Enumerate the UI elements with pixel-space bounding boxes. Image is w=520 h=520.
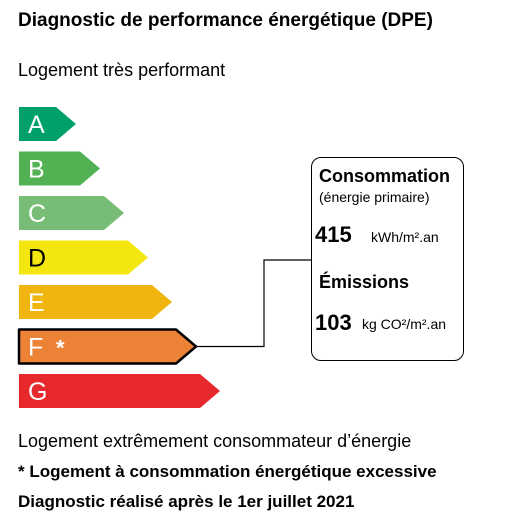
consumption-subtitle: (énergie primaire) bbox=[319, 189, 430, 205]
scale-bottom-label: Logement extrêmement consommateur d’éner… bbox=[18, 431, 412, 451]
dpe-class-g-letter: G bbox=[28, 378, 47, 406]
emissions-title: Émissions bbox=[319, 272, 410, 292]
connector-line bbox=[196, 259, 311, 348]
excessive-consumption-footnote: * Logement à consommation énergétique ex… bbox=[18, 462, 437, 481]
dpe-class-f-bar bbox=[17, 328, 198, 365]
dpe-class-a-letter: A bbox=[28, 111, 45, 139]
selected-class-marker: * bbox=[56, 336, 65, 361]
dpe-class-a-bar bbox=[19, 107, 76, 141]
dpe-class-f-letter: F bbox=[28, 334, 43, 362]
scale-top-label: Logement très performant bbox=[18, 60, 226, 80]
dpe-class-g-bar bbox=[19, 374, 220, 408]
consumption-unit: kWh/m².an bbox=[371, 229, 439, 245]
dpe-class-c-letter: C bbox=[28, 200, 46, 228]
emissions-unit: kg CO²/m².an bbox=[362, 316, 447, 332]
diagnostic-date-note: Diagnostic réalisé après le 1er juillet … bbox=[18, 492, 355, 511]
dpe-class-b-letter: B bbox=[28, 156, 45, 184]
emissions-value: 103 bbox=[315, 310, 352, 335]
dpe-class-d-bar bbox=[19, 240, 148, 275]
dpe-class-c-bar bbox=[19, 196, 124, 230]
consumption-title: Consommation bbox=[319, 166, 451, 186]
dpe-class-d-letter: D bbox=[28, 245, 46, 273]
energy-info-box: Consommation (énergie primaire) 415 kWh/… bbox=[311, 157, 464, 361]
consumption-value: 415 bbox=[315, 222, 352, 247]
dpe-class-e-letter: E bbox=[28, 289, 45, 317]
dpe-class-e-bar bbox=[19, 285, 172, 319]
dpe-class-b-bar bbox=[19, 151, 100, 186]
page-title: Diagnostic de performance énergétique (D… bbox=[18, 10, 433, 31]
